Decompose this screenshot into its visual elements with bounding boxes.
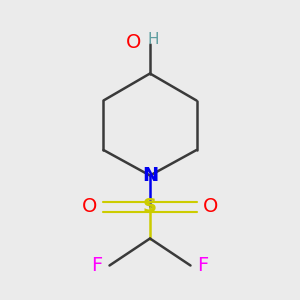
Text: O: O	[81, 197, 97, 217]
Text: F: F	[91, 256, 103, 275]
Text: N: N	[142, 166, 158, 185]
Text: H: H	[147, 32, 159, 46]
Text: O: O	[126, 32, 141, 52]
Text: F: F	[197, 256, 209, 275]
Text: S: S	[143, 197, 157, 217]
Text: O: O	[203, 197, 219, 217]
